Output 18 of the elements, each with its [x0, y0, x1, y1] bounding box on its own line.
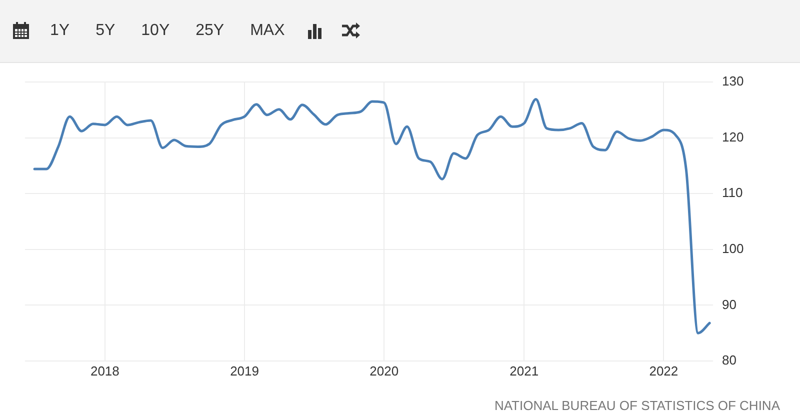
y-tick-label: 110	[722, 185, 743, 200]
text: 25Y	[196, 22, 224, 40]
text: 10Y	[141, 22, 170, 40]
text: 5Y	[96, 22, 116, 40]
text: NATIONAL BUREAU OF STATISTICS OF CHINA	[494, 398, 780, 413]
y-tick-label: 120	[722, 129, 744, 144]
y-tick-label: 130	[722, 74, 744, 89]
text: 1Y	[50, 22, 70, 40]
x-tick-label: 2021	[510, 363, 539, 378]
y-tick-label: 100	[722, 240, 744, 256]
text: MAX	[250, 22, 285, 40]
line-series	[33, 98, 711, 334]
x-tick-label: 2020	[370, 363, 399, 378]
y-tick-label: 90	[722, 296, 736, 312]
x-tick-label: 2018	[90, 363, 120, 378]
y-tick-label: 80	[722, 352, 736, 368]
x-tick-label: 2019	[230, 363, 259, 378]
x-tick-label: 2022	[649, 363, 678, 378]
